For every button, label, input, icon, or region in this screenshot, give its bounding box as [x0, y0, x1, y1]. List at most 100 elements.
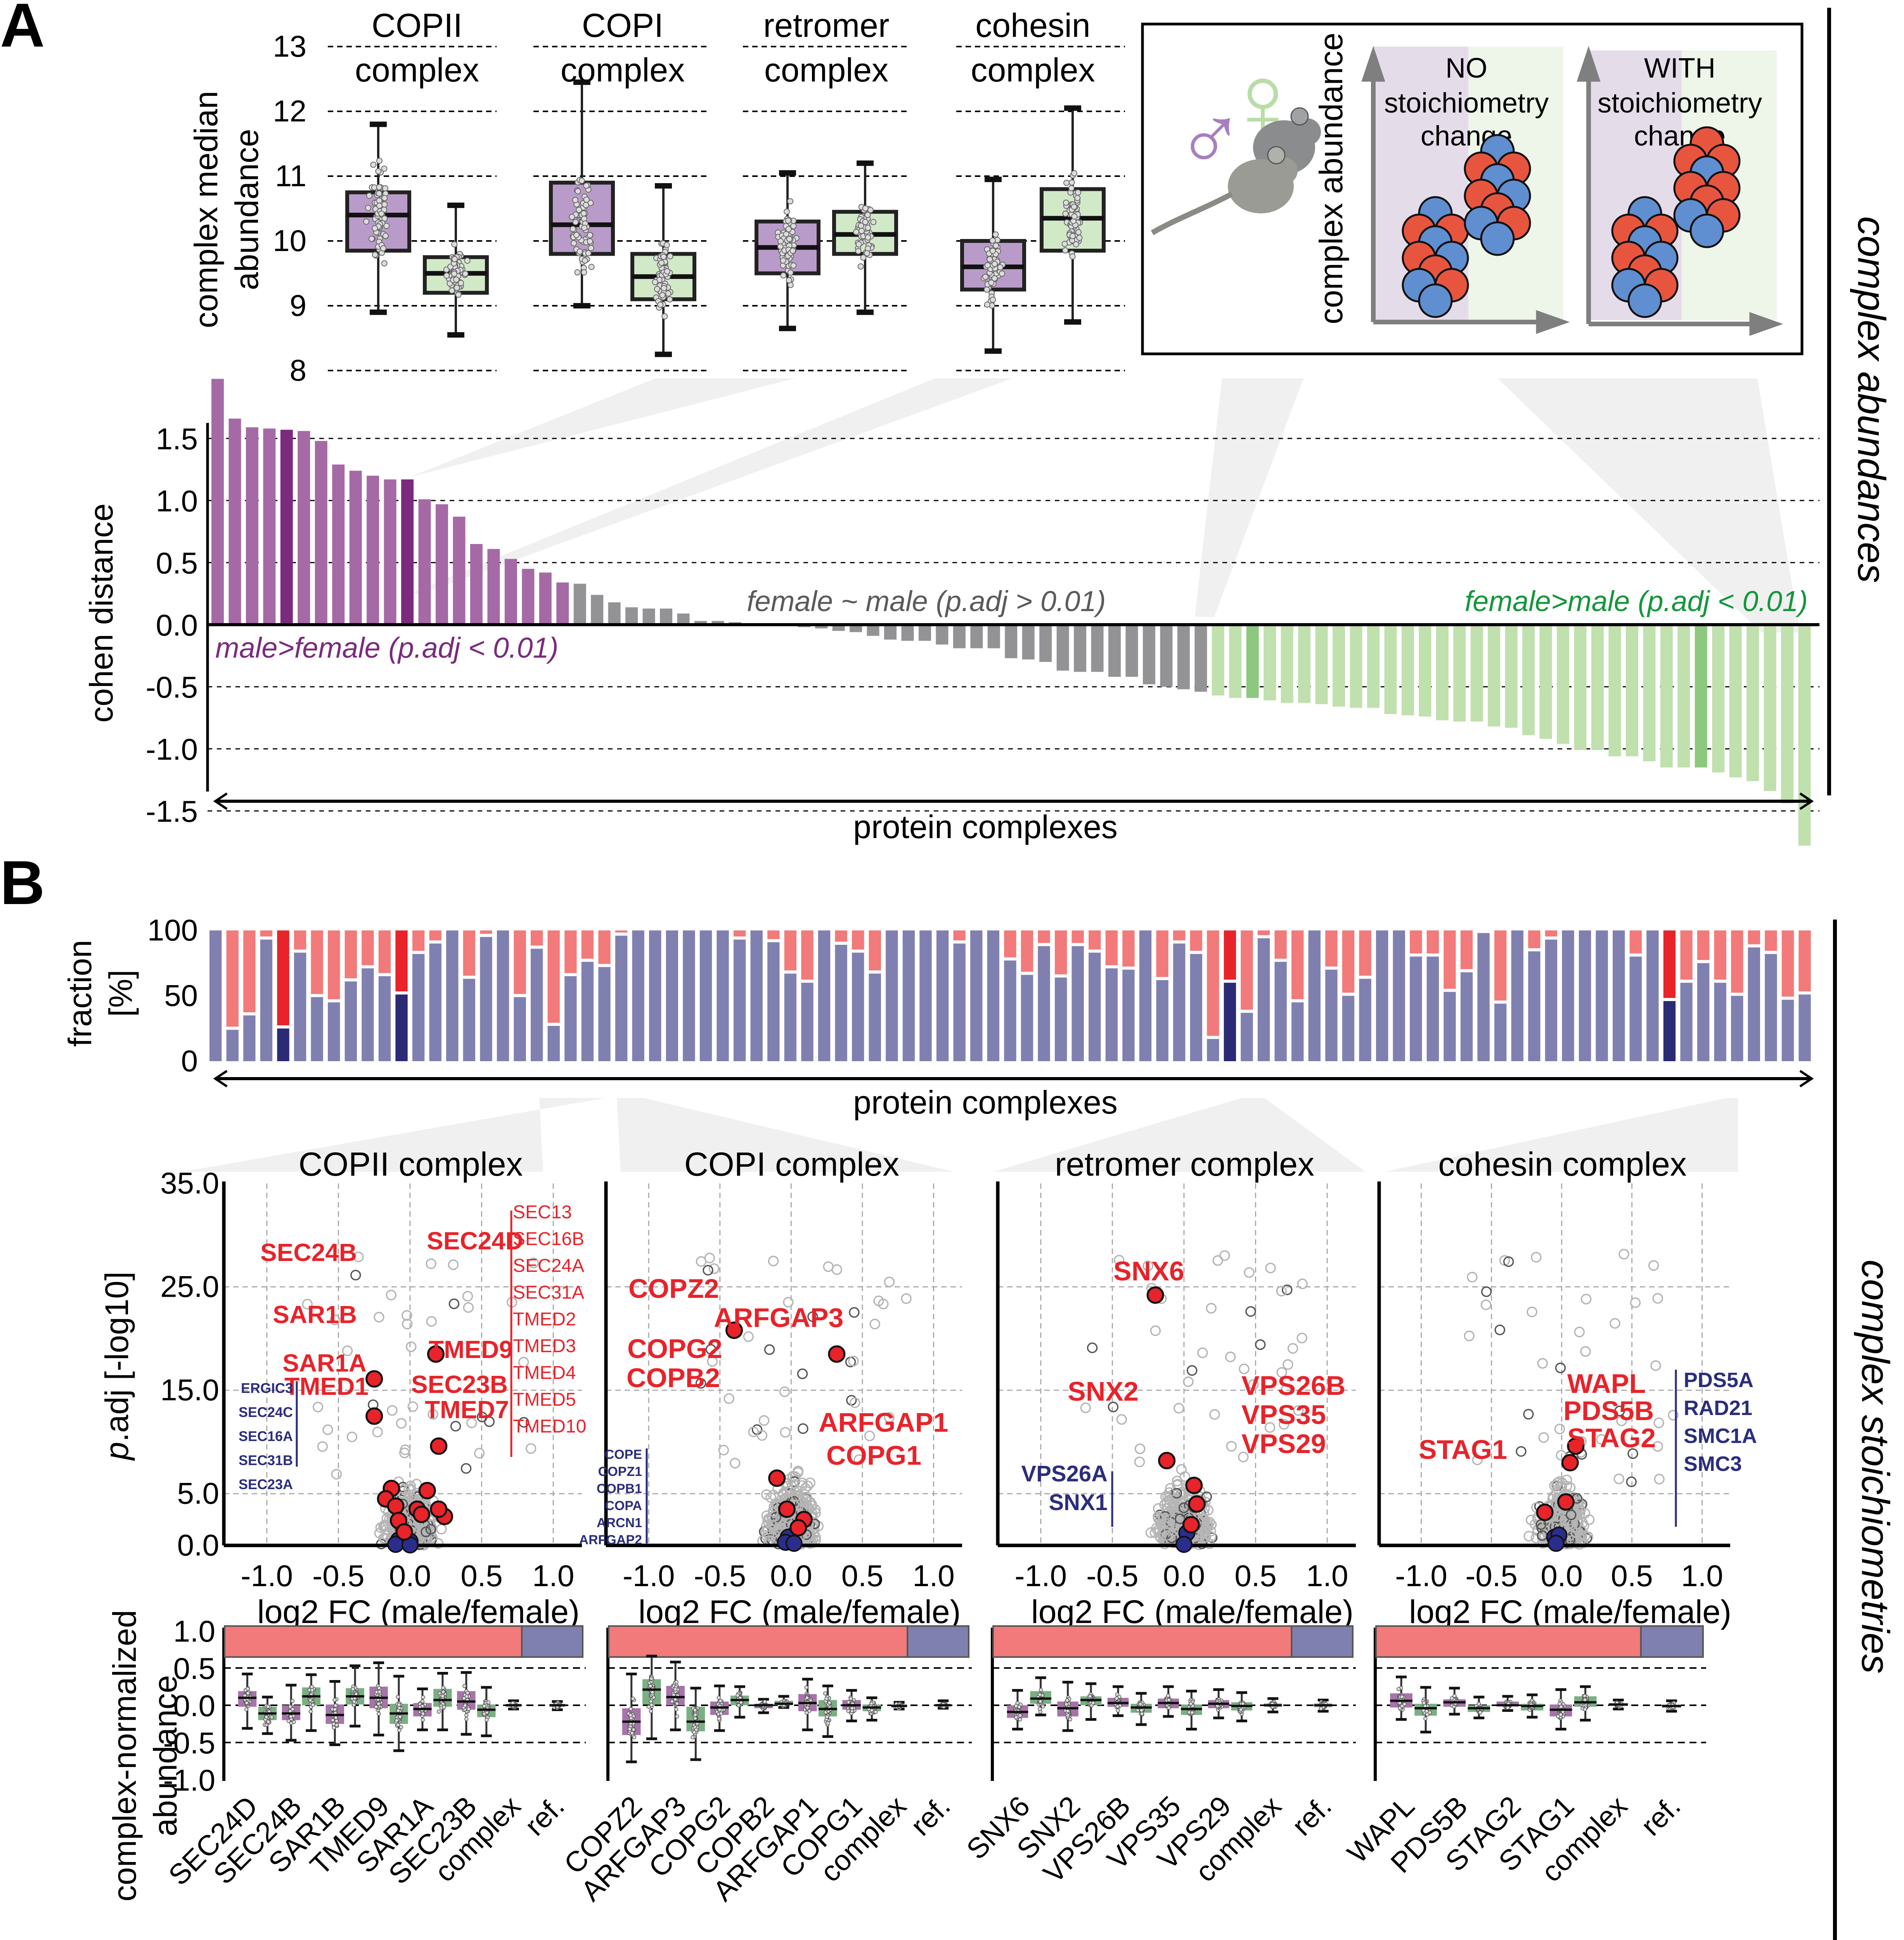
protein-label: SNX6: [1113, 1256, 1184, 1286]
stable-segment: [1308, 930, 1321, 1061]
data-point: [855, 248, 862, 255]
variable-segment: [1494, 930, 1507, 1001]
stable-segment: [1714, 982, 1726, 1061]
x-tick-label: 0.0: [1541, 1559, 1582, 1593]
panel-letter-b: B: [0, 848, 45, 917]
data-point: [780, 257, 786, 264]
subunit-label: ref.: [1286, 1790, 1338, 1842]
cohen-bar: [332, 464, 345, 625]
protein-label: SNX1: [1049, 1490, 1108, 1515]
stable-components-bar: [907, 1625, 969, 1658]
protein-label: VPS29: [1241, 1429, 1326, 1459]
cohen-bar: [884, 625, 897, 640]
y-tick-label: 1.5: [156, 422, 198, 456]
stable-segment: [1528, 951, 1541, 1061]
stable-segment: [1663, 1001, 1676, 1061]
variable-segment: [1697, 930, 1710, 960]
protein-label: SEC24C: [239, 1404, 293, 1420]
background-protein: [1618, 1249, 1629, 1260]
stable-segment: [784, 973, 797, 1061]
data-point: [1061, 241, 1068, 247]
cohen-bar: [1142, 625, 1155, 684]
stable-segment: [1393, 930, 1405, 1061]
background-protein: [1464, 1330, 1475, 1341]
data-point: [332, 1725, 336, 1730]
stable-segment: [1342, 996, 1355, 1061]
schematic-right-title-1: WITH: [1644, 53, 1715, 84]
cohen-bar: [1367, 625, 1380, 708]
x-tick-label: -0.5: [1465, 1559, 1517, 1593]
data-point: [787, 198, 793, 204]
data-point: [718, 1699, 723, 1703]
data-point: [694, 1727, 699, 1732]
cohen-bar: [1729, 625, 1742, 778]
background-protein: [322, 1424, 333, 1435]
background-protein: [1627, 1448, 1638, 1459]
data-point: [1076, 234, 1083, 241]
protein-label: SMC1A: [1684, 1424, 1757, 1448]
variable-protein-point: [365, 1407, 383, 1425]
background-protein: [718, 1445, 729, 1456]
data-point: [352, 1699, 356, 1704]
variable-protein-point: [365, 1370, 383, 1388]
y-axis-label-line2: abundance: [228, 129, 265, 290]
data-point: [396, 1708, 400, 1713]
x-tick-label: -1.0: [1395, 1559, 1447, 1593]
background-protein: [1113, 1255, 1125, 1266]
x-tick-label: 1.0: [532, 1559, 574, 1593]
y-tick-label: 13: [273, 29, 306, 63]
stable-segment: [818, 930, 831, 1061]
y-axis-label-line2: abundance: [147, 1675, 183, 1836]
x-tick-label: -0.5: [694, 1559, 746, 1593]
y-tick-label: -1.5: [146, 794, 198, 828]
arrow-up-icon: [1577, 46, 1601, 82]
y-axis-label-line1: fraction: [62, 940, 98, 1046]
background-protein: [1174, 1403, 1184, 1414]
variable-segment: [1291, 930, 1304, 999]
data-point: [663, 242, 670, 248]
cohen-bar: [1557, 625, 1570, 744]
data-point: [652, 279, 658, 286]
background-protein: [1155, 1514, 1166, 1525]
protein-label: SAR1A: [282, 1349, 367, 1377]
variable-protein-point: [1182, 1516, 1200, 1534]
data-point: [334, 1719, 339, 1723]
background-protein: [1087, 1342, 1098, 1353]
stable-segment: [1748, 947, 1760, 1061]
data-point: [587, 232, 593, 238]
background-protein: [428, 1409, 438, 1420]
data-point: [805, 1705, 810, 1710]
data-point: [646, 1704, 651, 1709]
cohen-bar: [1039, 625, 1052, 662]
y-tick-label: 35.0: [160, 1166, 219, 1200]
data-point: [331, 1718, 335, 1722]
protein-label: STAG2: [1567, 1423, 1656, 1453]
stable-segment: [226, 1030, 239, 1061]
x-axis-label: protein complexes: [853, 809, 1118, 845]
protein-label: COPG1: [826, 1440, 921, 1471]
background-protein: [1164, 1525, 1175, 1536]
cohen-bar: [1625, 625, 1638, 757]
background-protein: [474, 1448, 485, 1459]
data-point: [581, 269, 587, 275]
cohen-bar: [901, 625, 914, 641]
background-protein: [1652, 1441, 1663, 1452]
background-protein: [402, 1318, 413, 1330]
subunit-label: ref.: [518, 1790, 570, 1842]
data-point: [855, 241, 862, 248]
background-protein: [1155, 1533, 1166, 1543]
stable-segment: [1325, 970, 1338, 1061]
stable-segment: [666, 930, 679, 1061]
background-protein: [1265, 1263, 1276, 1273]
stable-segment: [1241, 1013, 1253, 1061]
data-point: [1190, 1710, 1194, 1715]
data-point: [987, 256, 993, 263]
data-point: [572, 219, 579, 225]
data-point: [825, 1715, 829, 1719]
data-point: [462, 1684, 467, 1688]
protein-label: COPZ1: [598, 1464, 642, 1479]
variable-protein-point: [430, 1500, 448, 1518]
protein-label: ARFGAP3: [714, 1303, 843, 1333]
stable-components-bar: [1640, 1625, 1704, 1658]
